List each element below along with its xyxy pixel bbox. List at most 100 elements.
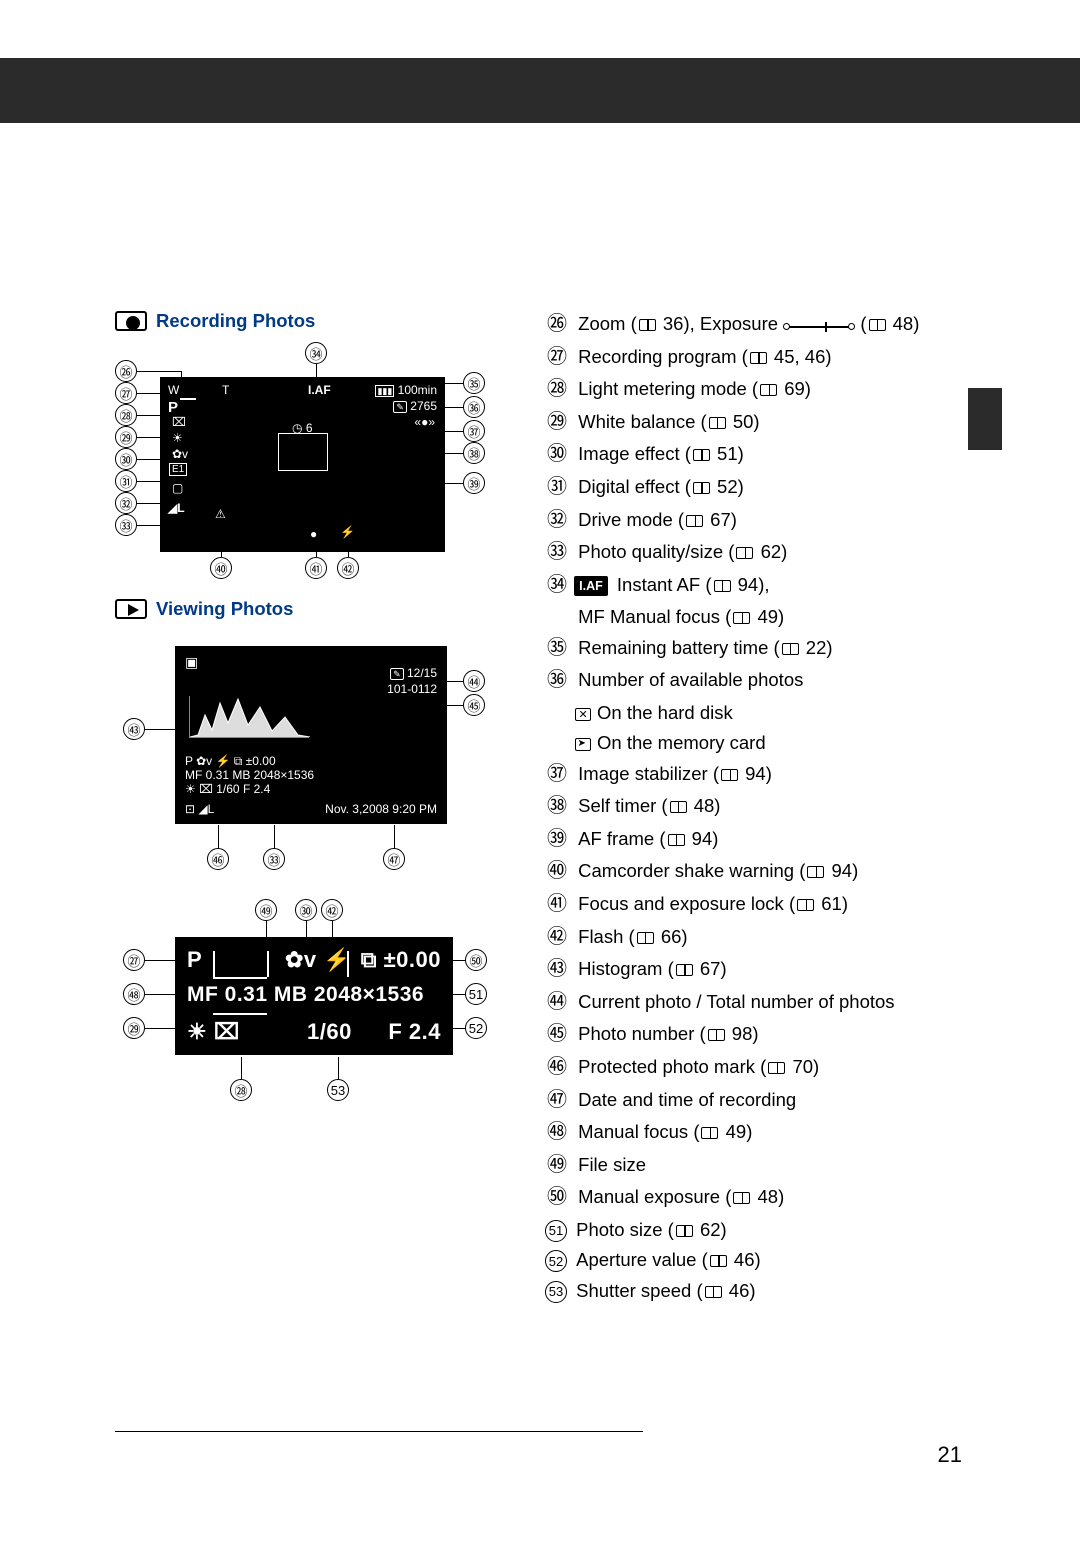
callout-29: ㉙: [115, 426, 137, 448]
section-viewing-header: Viewing Photos: [115, 598, 545, 620]
ib-exposure: ⧉ ±0.00: [361, 947, 441, 973]
callout-35: ㉟: [463, 372, 485, 394]
legend-row: ㉛ Digital effect ( 52): [545, 473, 985, 503]
shots-remaining: 2765: [410, 399, 437, 413]
legend-row: ㊽ Manual focus ( 49): [545, 1118, 985, 1148]
playback-icon: [115, 599, 147, 619]
legend-row: ㊱ Number of available photos: [545, 666, 985, 696]
camera-icon: [115, 311, 147, 331]
legend-row: ㉗ Recording program ( 45, 46): [545, 343, 985, 373]
page-content: Recording Photos ㉖ ㉗ ㉘ ㉙ ㉚ ㉛ ㉜ ㉝: [115, 310, 985, 1307]
page-number: 21: [938, 1442, 962, 1468]
quality-size: ◢L: [168, 501, 185, 515]
callout-33b: ㉝: [263, 848, 285, 870]
callout-42: ㊷: [337, 557, 359, 579]
callout-32: ㉜: [115, 492, 137, 514]
legend-row: 52 Aperture value ( 46): [545, 1246, 985, 1273]
callout-43: ㊸: [123, 718, 145, 740]
footer-rule: [115, 1431, 643, 1432]
legend-list: ㉖ Zoom ( 36), Exposure ( 48)㉗ Recording …: [545, 310, 985, 1307]
legend-row: ㉙ White balance ( 50): [545, 408, 985, 438]
figure-viewing: ㊸ ㊹ ㊺ ㊻ ㉝ ㊼ ▣ ✎ 12/15 101-0112: [115, 638, 495, 873]
legend-row: ㊴ AF frame ( 94): [545, 825, 985, 855]
lcd-viewing: ▣ ✎ 12/15 101-0112 P ✿v ⚡ ⧉ ±0.00 MF 0.3…: [175, 646, 447, 824]
figure-infobar: ㊾ ㉚ ㊷ ㉗ ㊽ ㉙ ㊿ 51 52: [115, 899, 495, 1129]
callout-52: 52: [465, 1017, 487, 1039]
info-row-2: MF 0.31 MB 2048×1536: [185, 768, 314, 782]
iaf-indicator: I.AF: [308, 383, 331, 397]
legend-row: ㊻ Protected photo mark ( 70): [545, 1053, 985, 1083]
manual-page: Recording Photos ㉖ ㉗ ㉘ ㉙ ㉚ ㉛ ㉜ ㉝: [0, 0, 1080, 1560]
callout-30: ㉚: [115, 448, 137, 470]
photo-number: 101-0112: [387, 682, 437, 696]
info-row-4l: ⊡ ◢L: [185, 802, 214, 816]
ib-effects: ✿v ⚡: [285, 947, 351, 973]
legend-row: ㊸ Histogram ( 67): [545, 955, 985, 985]
callout-39: ㊴: [463, 472, 485, 494]
zoom-w: W: [168, 383, 179, 397]
legend-row: 51 Photo size ( 62): [545, 1216, 985, 1243]
program-mode: P: [168, 399, 178, 416]
callout-28c: ㉘: [230, 1079, 252, 1101]
ib-wb: ☀ ⌧: [187, 1019, 240, 1045]
section-recording-header: Recording Photos: [115, 310, 545, 332]
legend-row: ㊿ Manual exposure ( 48): [545, 1183, 985, 1213]
callout-37: ㊲: [463, 420, 485, 442]
top-header-bar: [0, 58, 1080, 123]
callout-49: ㊾: [255, 899, 277, 921]
legend-row: ㉝ Photo quality/size ( 62): [545, 538, 985, 568]
info-row-3: ☀ ⌧ 1/60 F 2.4: [185, 782, 270, 796]
callout-36: ㊱: [463, 396, 485, 418]
legend-sub: On the memory card: [575, 729, 985, 756]
legend-row: ㊲ Image stabilizer ( 94): [545, 760, 985, 790]
legend-row: ㉚ Image effect ( 51): [545, 440, 985, 470]
callout-48: ㊽: [123, 983, 145, 1005]
section-viewing-title: Viewing Photos: [156, 598, 293, 620]
legend-row: ㉞ I.AF Instant AF ( 94),: [545, 571, 985, 601]
legend-row: ㊷ Flash ( 66): [545, 923, 985, 953]
callout-40: ㊵: [210, 557, 232, 579]
legend-row: ㊼ Date and time of recording: [545, 1086, 985, 1116]
callout-33: ㉝: [115, 514, 137, 536]
callout-29c: ㉙: [123, 1017, 145, 1039]
callout-26: ㉖: [115, 360, 137, 382]
callout-46: ㊻: [207, 848, 229, 870]
legend-row: ㊵ Camcorder shake warning ( 94): [545, 857, 985, 887]
legend-row: ㉟ Remaining battery time ( 22): [545, 634, 985, 664]
callout-28: ㉘: [115, 404, 137, 426]
photo-count: 12/15: [407, 666, 437, 680]
callout-31: ㉛: [115, 470, 137, 492]
ib-size: MF 0.31 MB 2048×1536: [187, 983, 424, 1007]
callout-44: ㊹: [463, 670, 485, 692]
legend-sub: On the hard disk: [575, 699, 985, 726]
callout-51: 51: [465, 983, 487, 1005]
legend-row: 53 Shutter speed ( 46): [545, 1277, 985, 1304]
legend-row: ㉜ Drive mode ( 67): [545, 506, 985, 536]
ib-aperture: F 2.4: [388, 1019, 441, 1045]
lcd-infobar: P ✿v ⚡ ⧉ ±0.00 MF 0.31 MB 2048×1536 ☀ ⌧ …: [175, 937, 453, 1055]
legend-row: ㉖ Zoom ( 36), Exposure ( 48): [545, 310, 985, 340]
callout-27: ㉗: [115, 382, 137, 404]
legend-row: ㊾ File size: [545, 1151, 985, 1181]
callout-53: 53: [327, 1079, 349, 1101]
legend-row: ㊶ Focus and exposure lock ( 61): [545, 890, 985, 920]
callout-38: ㊳: [463, 442, 485, 464]
callout-41: ㊶: [305, 557, 327, 579]
callout-42c: ㊷: [321, 899, 343, 921]
legend-row: ㊳ Self timer ( 48): [545, 792, 985, 822]
callout-47: ㊼: [383, 848, 405, 870]
ib-program: P: [187, 947, 202, 973]
callout-50: ㊿: [465, 949, 487, 971]
info-row-1: P ✿v ⚡ ⧉ ±0.00: [185, 754, 276, 769]
figure-recording: ㉖ ㉗ ㉘ ㉙ ㉚ ㉛ ㉜ ㉝: [115, 342, 495, 592]
legend-row: ㉘ Light metering mode ( 69): [545, 375, 985, 405]
histogram-graphic: [189, 696, 309, 738]
callout-45: ㊺: [463, 694, 485, 716]
battery-time: 100min: [398, 383, 437, 397]
legend-row-cont: MF Manual focus ( 49): [545, 603, 985, 630]
legend-row: ㊹ Current photo / Total number of photos: [545, 988, 985, 1018]
legend-row: ㊺ Photo number ( 98): [545, 1020, 985, 1050]
callout-27c: ㉗: [123, 949, 145, 971]
ib-shutter: 1/60: [307, 1019, 352, 1045]
lcd-recording: W T I.AF ▮▮▮ 100min P ✎ 2765 ⌧ «●» ◷ 6 ☀…: [160, 377, 445, 552]
